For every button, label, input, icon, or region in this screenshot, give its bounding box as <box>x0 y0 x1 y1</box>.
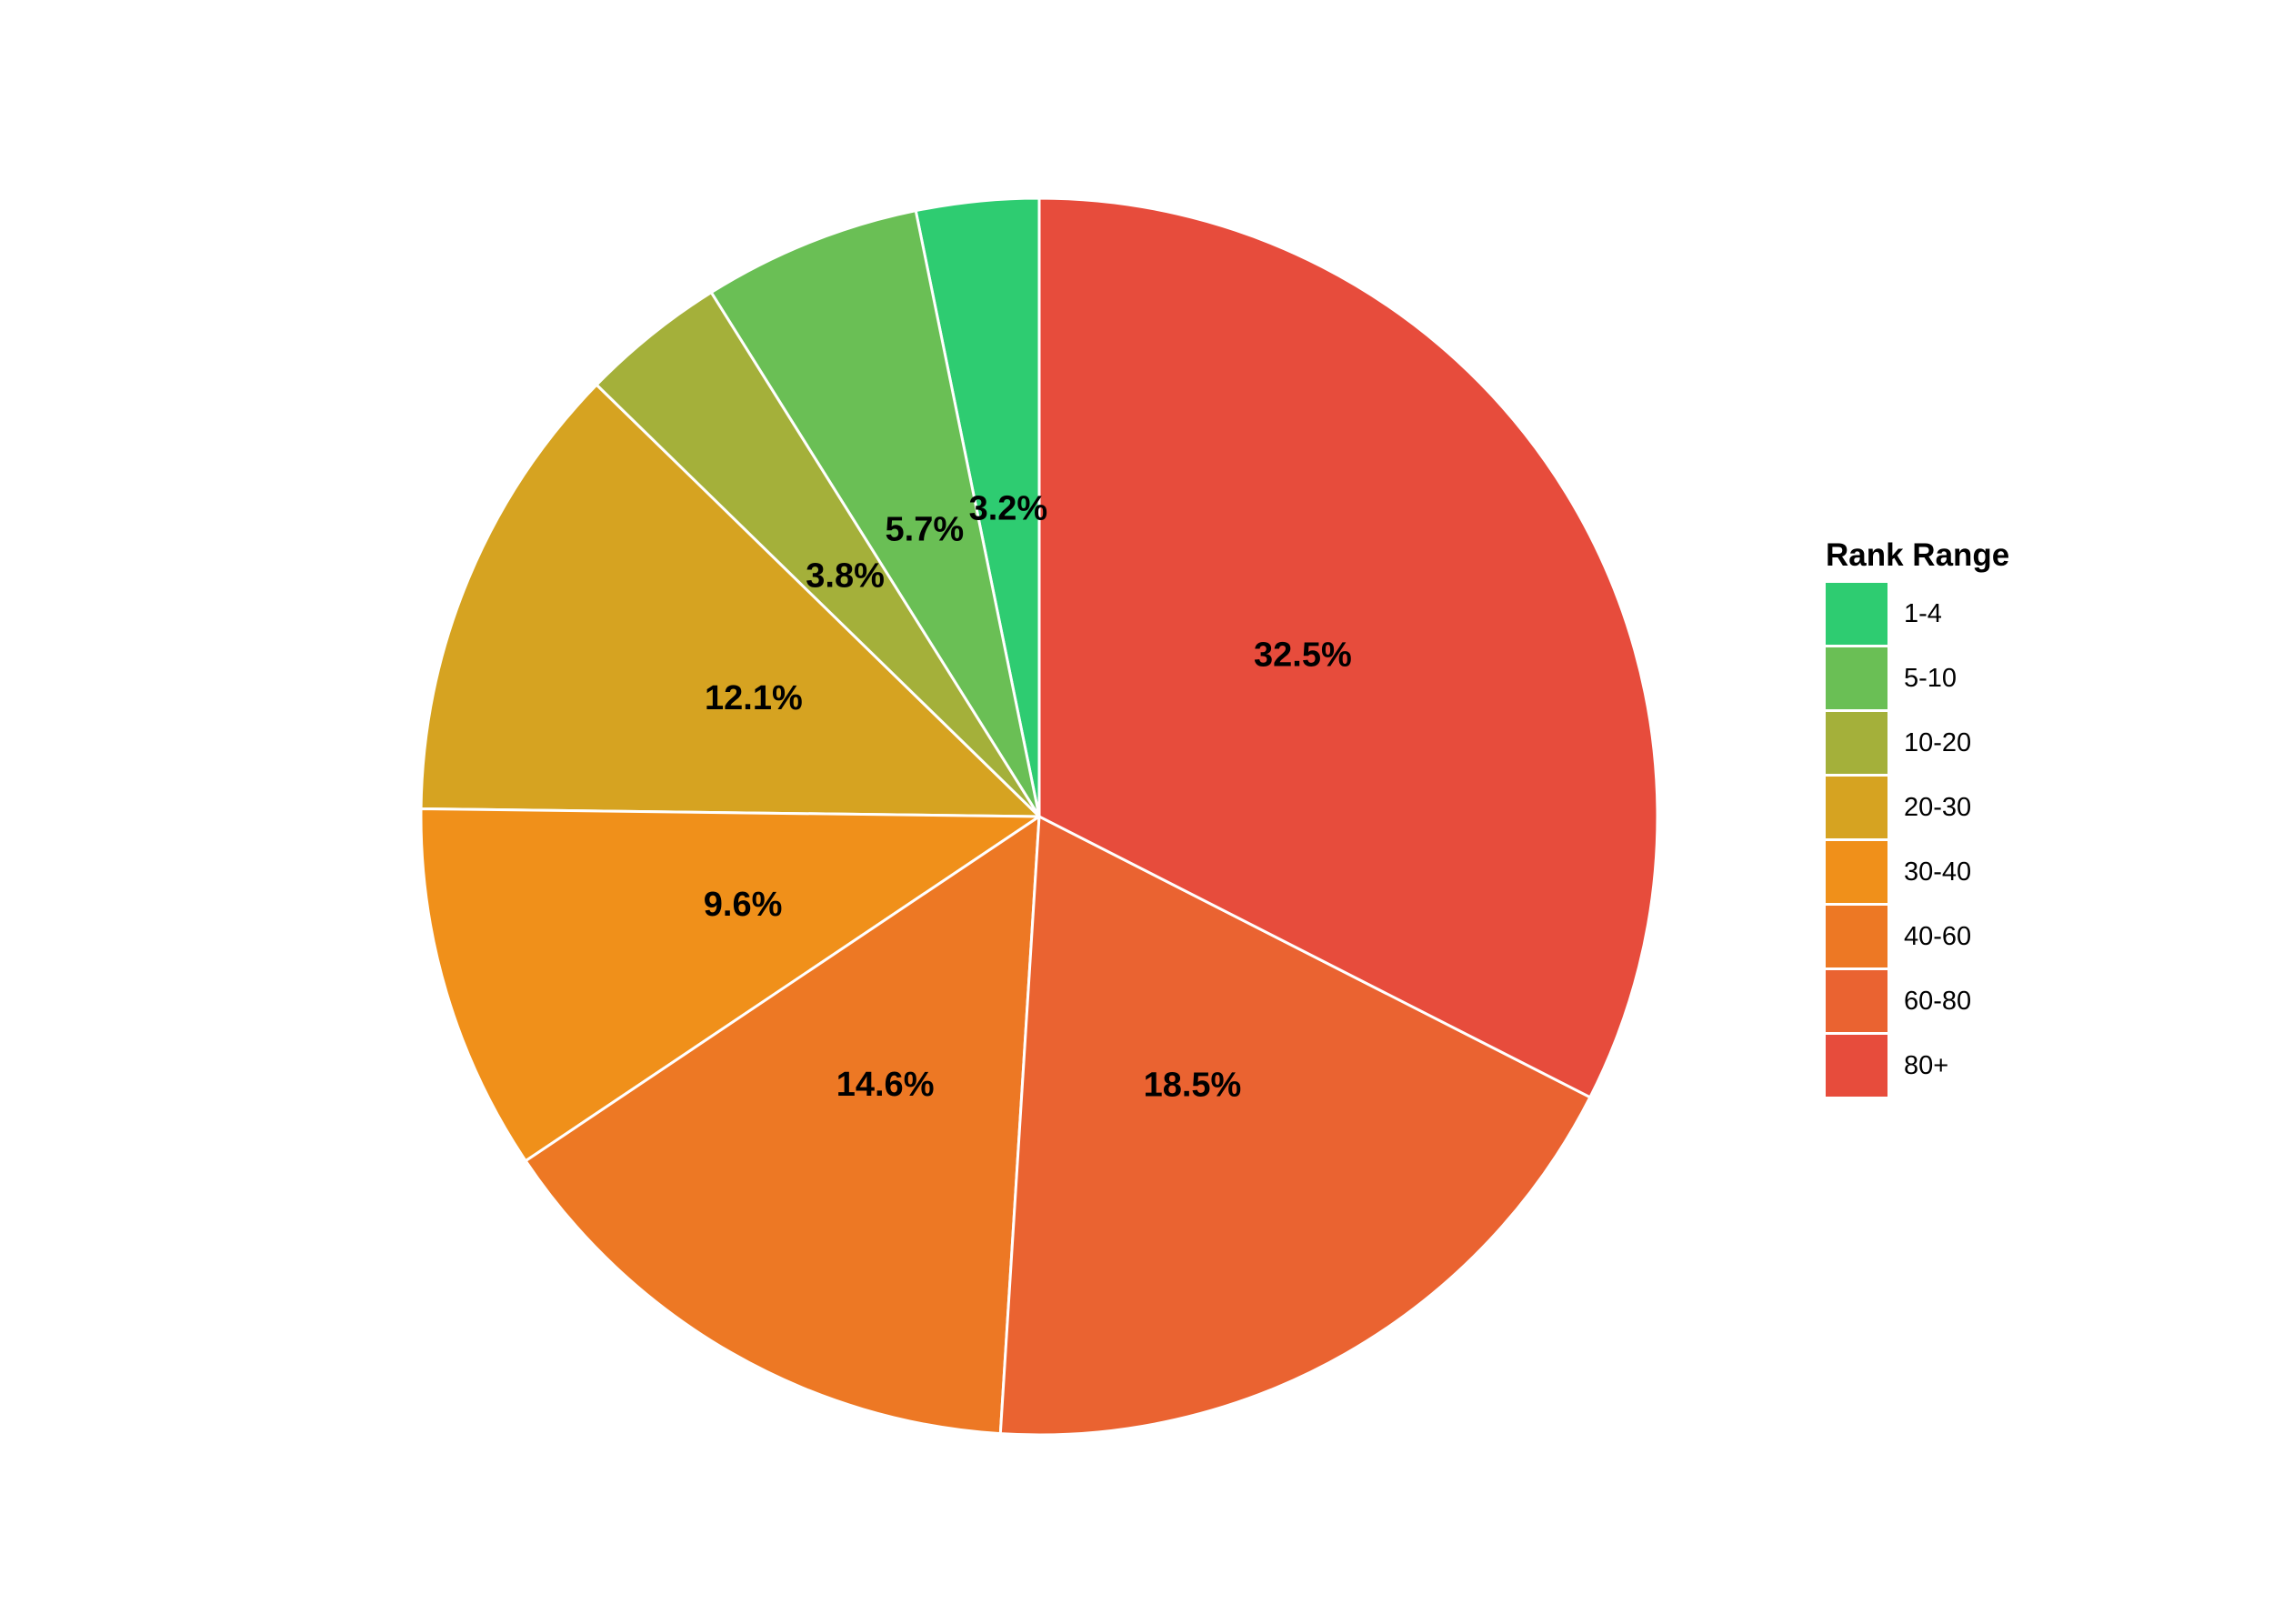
legend-item-20-30: 20-30 <box>1826 777 1971 838</box>
slice-label-20-30: 12.1% <box>705 679 803 717</box>
legend-swatch-10-20 <box>1826 712 1887 774</box>
legend: Rank Range 1-4 5-10 10-20 20-30 30-40 40-60 60… <box>1826 537 2009 1097</box>
legend-swatch-30-40 <box>1826 841 1887 903</box>
pie-slices <box>419 196 1659 1437</box>
legend-items: 1-4 5-10 10-20 20-30 30-40 40-60 60-80 80+ <box>1826 583 1971 1097</box>
legend-item-40-60: 40-60 <box>1826 906 1971 967</box>
legend-swatch-60-80 <box>1826 970 1887 1032</box>
slice-label-5-10: 5.7% <box>886 510 965 548</box>
legend-label-10-20: 10-20 <box>1904 728 1971 757</box>
legend-item-30-40: 30-40 <box>1826 841 1971 903</box>
pie-slice-labels: 3.2%5.7%3.8% 12.1% 9.6% 14.6% 18.5% 32.5% <box>704 490 1352 1105</box>
legend-item-10-20: 10-20 <box>1826 712 1971 774</box>
slice-label-60-80: 18.5% <box>1144 1066 1242 1104</box>
legend-swatch-80plus <box>1826 1035 1887 1097</box>
slice-label-10-20: 3.8% <box>806 556 885 595</box>
legend-title: Rank Range <box>1826 537 2009 573</box>
legend-label-20-30: 20-30 <box>1904 793 1971 822</box>
slice-label-40-60: 14.6% <box>836 1066 935 1104</box>
legend-label-40-60: 40-60 <box>1904 922 1971 951</box>
pie-slice-20-30 <box>419 383 1041 818</box>
legend-item-1-4: 1-4 <box>1826 583 1942 645</box>
legend-swatch-40-60 <box>1826 906 1887 967</box>
legend-label-80plus: 80+ <box>1904 1051 1948 1080</box>
pie-slice-5-10 <box>709 209 1041 818</box>
legend-label-30-40: 30-40 <box>1904 857 1971 887</box>
legend-item-60-80: 60-80 <box>1826 970 1971 1032</box>
pie-slice-30-40 <box>419 807 1041 1163</box>
legend-swatch-20-30 <box>1826 777 1887 838</box>
legend-item-5-10: 5-10 <box>1826 647 1957 709</box>
pie-slice-60-80 <box>998 815 1592 1437</box>
pie-slice-40-60 <box>524 815 1041 1436</box>
legend-label-60-80: 60-80 <box>1904 987 1971 1016</box>
pie-slice-80plus <box>1037 196 1659 1099</box>
legend-swatch-5-10 <box>1826 647 1887 709</box>
legend-label-1-4: 1-4 <box>1904 599 1942 628</box>
legend-label-5-10: 5-10 <box>1904 664 1957 693</box>
legend-item-80plus: 80+ <box>1826 1035 1948 1097</box>
slice-label-30-40: 9.6% <box>704 886 783 924</box>
slice-label-80plus: 32.5% <box>1254 636 1352 674</box>
legend-swatch-1-4 <box>1826 583 1887 645</box>
slice-label-1-4: 3.2% <box>969 490 1048 528</box>
